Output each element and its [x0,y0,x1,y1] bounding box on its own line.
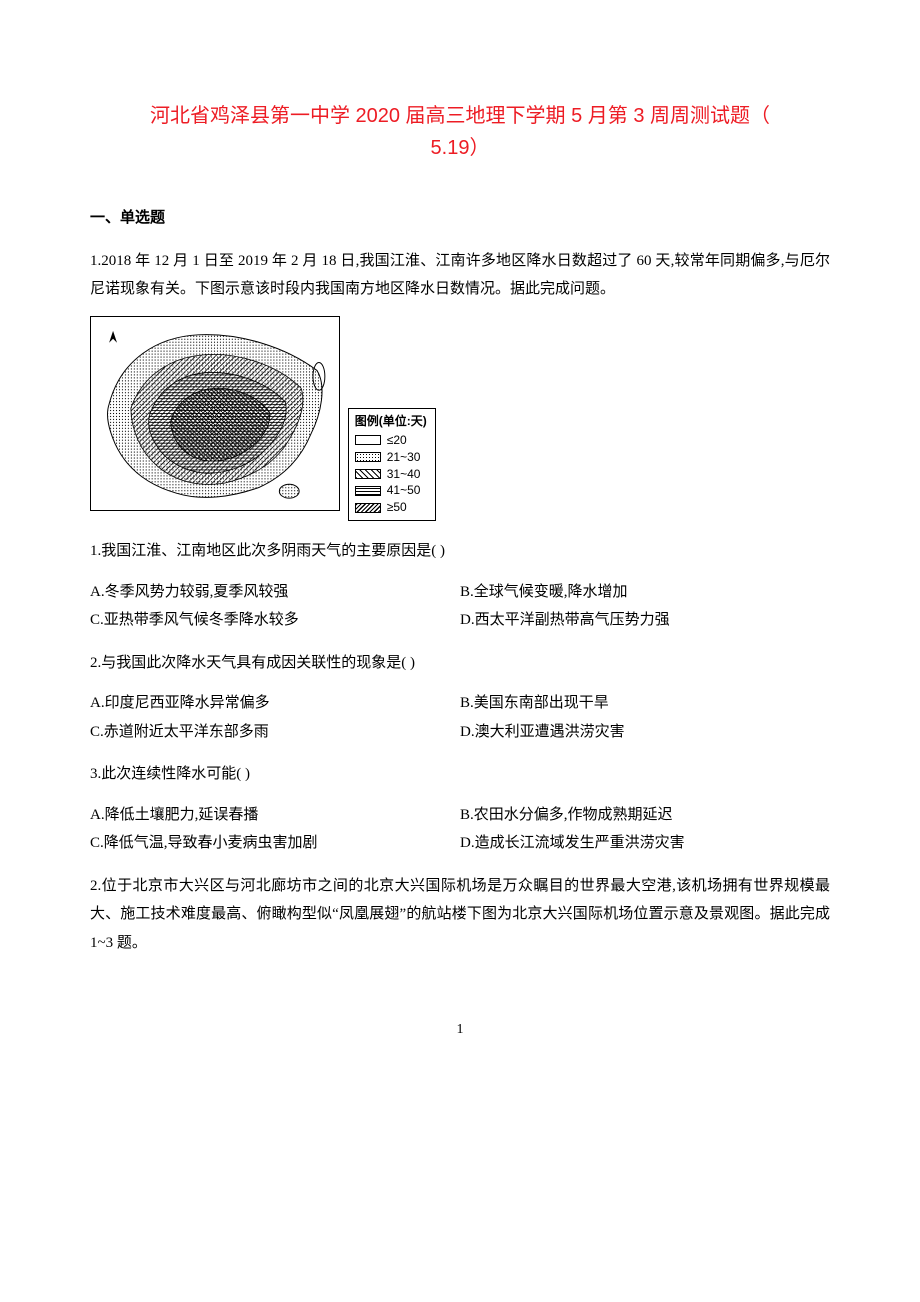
legend-label: ≤20 [387,432,407,449]
legend-row: 21~30 [355,449,427,466]
option-a: A.冬季风势力较弱,夏季风较强 [90,578,460,607]
exam-title: 河北省鸡泽县第一中学 2020 届高三地理下学期 5 月第 3 周周测试题（ 5… [90,100,830,164]
q2-stem: 2.位于北京市大兴区与河北廊坊市之间的北京大兴国际机场是万众瞩目的世界最大空港,… [90,872,830,958]
option-b: B.农田水分偏多,作物成熟期延迟 [460,801,830,830]
option-c: C.亚热带季风气候冬季降水较多 [90,606,460,635]
legend-label: 41~50 [387,482,421,499]
option-b: B.全球气候变暖,降水增加 [460,578,830,607]
map-box [90,316,340,522]
q1-1-options: A.冬季风势力较弱,夏季风较强 B.全球气候变暖,降水增加 C.亚热带季风气候冬… [90,578,830,635]
option-d: D.造成长江流域发生严重洪涝灾害 [460,829,830,858]
legend-swatch [355,469,381,479]
q1-3-text: 3.此次连续性降水可能( ) [90,760,830,789]
option-d: D.澳大利亚遭遇洪涝灾害 [460,718,830,747]
q1-2-text: 2.与我国此次降水天气具有成因关联性的现象是( ) [90,649,830,678]
legend-row: ≥50 [355,499,427,516]
option-c: C.降低气温,导致春小麦病虫害加剧 [90,829,460,858]
option-a: A.印度尼西亚降水异常偏多 [90,689,460,718]
legend-swatch [355,486,381,496]
legend-title: 图例(单位:天) [355,413,427,430]
legend-label: 21~30 [387,449,421,466]
title-line-1: 河北省鸡泽县第一中学 2020 届高三地理下学期 5 月第 3 周周测试题（ [90,100,830,132]
precip-map-svg [90,316,340,511]
option-d: D.西太平洋副热带高气压势力强 [460,606,830,635]
title-line-2: 5.19） [90,132,830,164]
legend-label: 31~40 [387,466,421,483]
option-c: C.赤道附近太平洋东部多雨 [90,718,460,747]
q1-3-options: A.降低土壤肥力,延误春播 B.农田水分偏多,作物成熟期延迟 C.降低气温,导致… [90,801,830,858]
legend-swatch [355,435,381,445]
legend-row: 31~40 [355,466,427,483]
legend-row: ≤20 [355,432,427,449]
q1-stem: 1.2018 年 12 月 1 日至 2019 年 2 月 18 日,我国江淮、… [90,247,830,304]
legend-label: ≥50 [387,499,407,516]
q1-figure: 图例(单位:天) ≤20 21~30 31~40 41~50 ≥50 [90,316,830,522]
map-legend: 图例(单位:天) ≤20 21~30 31~40 41~50 ≥50 [348,408,436,521]
option-a: A.降低土壤肥力,延误春播 [90,801,460,830]
legend-row: 41~50 [355,482,427,499]
legend-swatch [355,503,381,513]
q1-1-text: 1.我国江淮、江南地区此次多阴雨天气的主要原因是( ) [90,537,830,566]
section-heading: 一、单选题 [90,204,830,233]
q1-2-options: A.印度尼西亚降水异常偏多 B.美国东南部出现干旱 C.赤道附近太平洋东部多雨 … [90,689,830,746]
option-b: B.美国东南部出现干旱 [460,689,830,718]
page-number: 1 [90,1017,830,1044]
legend-swatch [355,452,381,462]
